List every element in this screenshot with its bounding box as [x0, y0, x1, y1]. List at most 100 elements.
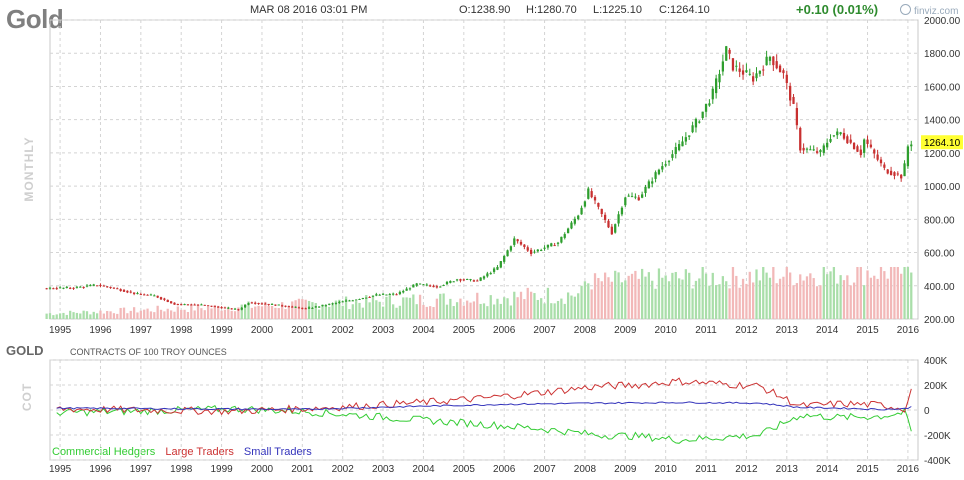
price-candle — [580, 207, 583, 215]
price-candle — [392, 293, 395, 295]
price-candle — [812, 149, 815, 151]
price-candle — [220, 307, 223, 309]
volume-bar — [217, 305, 220, 319]
brand-link[interactable]: finviz.com — [900, 4, 958, 17]
price-candle — [129, 291, 132, 293]
price-candle — [883, 164, 886, 168]
price-candle — [762, 69, 765, 71]
price-candle — [573, 218, 576, 224]
volume-bar — [677, 278, 681, 319]
volume-bar — [762, 267, 765, 319]
volume-bar — [741, 278, 745, 319]
price-candle — [146, 294, 149, 296]
cot-x-tick-label: 2009 — [614, 464, 637, 475]
price-y-tick-label: 1400.00 — [924, 116, 961, 127]
volume-bar — [580, 285, 583, 319]
volume-bar — [297, 298, 301, 319]
volume-bar — [654, 288, 657, 319]
legend-small: Small Traders — [243, 446, 312, 458]
price-candle — [385, 294, 388, 296]
price-candle — [570, 222, 573, 229]
price-candle — [365, 297, 368, 299]
volume-bar — [799, 274, 802, 319]
price-candle — [247, 303, 250, 305]
price-candle — [203, 304, 206, 306]
price-candle — [153, 295, 156, 297]
volume-bar — [196, 304, 200, 319]
price-candle — [250, 302, 253, 304]
price-candle — [859, 149, 862, 156]
volume-bar — [711, 272, 714, 319]
volume-bar — [778, 278, 782, 319]
price-candle — [671, 154, 674, 158]
volume-bar — [728, 288, 731, 319]
cot-x-tick-label: 2007 — [533, 464, 556, 475]
volume-bar — [785, 267, 788, 319]
volume-bar — [782, 276, 785, 319]
volume-bar — [657, 268, 661, 319]
volume-bar — [193, 310, 196, 319]
volume-bar — [180, 309, 183, 319]
volume-bar — [230, 310, 233, 319]
legend-commercial: Commercial Hedgers — [52, 446, 156, 458]
price-candle — [435, 286, 439, 288]
price-candle — [758, 70, 762, 74]
volume-bar — [331, 304, 334, 319]
price-x-tick-label: 2016 — [897, 325, 920, 336]
volume-bar — [836, 283, 839, 319]
price-candle — [338, 301, 341, 303]
price-candle — [294, 306, 297, 308]
price-candle — [314, 306, 317, 308]
volume-bar — [429, 306, 432, 319]
price-candle — [122, 289, 126, 292]
price-y-tick-label: 1600.00 — [924, 82, 961, 93]
price-candle — [193, 304, 196, 306]
cot-symbol: GOLD — [6, 343, 44, 358]
price-candle — [358, 299, 361, 301]
volume-bar — [765, 272, 768, 319]
price-candle — [200, 304, 203, 306]
volume-bar — [106, 310, 109, 319]
price-candle — [143, 294, 146, 296]
price-candle — [846, 136, 849, 144]
price-candle — [455, 279, 459, 281]
volume-bar — [291, 301, 294, 319]
cot-x-tick-label: 2002 — [332, 464, 355, 475]
volume-bar — [274, 307, 277, 319]
volume-bar — [79, 313, 82, 319]
price-candle — [75, 286, 79, 288]
cot-x-tick-label: 1999 — [210, 464, 233, 475]
volume-bar — [220, 310, 223, 319]
volume-bar — [849, 285, 852, 319]
volume-bar — [307, 300, 311, 319]
volume-bar — [405, 297, 408, 319]
volume-bar — [267, 305, 270, 319]
price-candle — [866, 139, 869, 144]
volume-bar — [85, 311, 89, 319]
volume-bar — [89, 314, 92, 319]
price-candle — [381, 293, 385, 295]
price-y-tick-label: 1800.00 — [924, 49, 961, 60]
price-candle — [789, 85, 792, 101]
volume-bar — [190, 304, 193, 319]
quote-low: L:1225.10 — [593, 4, 642, 16]
volume-bar — [684, 269, 687, 319]
price-candle — [492, 268, 496, 272]
price-candle — [752, 76, 755, 82]
volume-bar — [304, 299, 307, 319]
price-candle — [832, 135, 836, 137]
price-candle — [640, 194, 644, 198]
cot-x-tick-label: 2016 — [897, 464, 920, 475]
volume-bar — [519, 291, 523, 319]
volume-bar — [247, 301, 250, 319]
volume-bar — [896, 267, 899, 319]
price-candle — [173, 302, 176, 305]
volume-bar — [240, 304, 243, 319]
price-candle — [69, 287, 72, 289]
price-candle — [439, 286, 442, 288]
price-x-tick-label: 1997 — [130, 325, 153, 336]
price-candle — [213, 306, 216, 308]
price-candle — [237, 309, 240, 311]
price-x-tick-label: 1999 — [210, 325, 233, 336]
cot-x-tick-label: 2006 — [493, 464, 516, 475]
